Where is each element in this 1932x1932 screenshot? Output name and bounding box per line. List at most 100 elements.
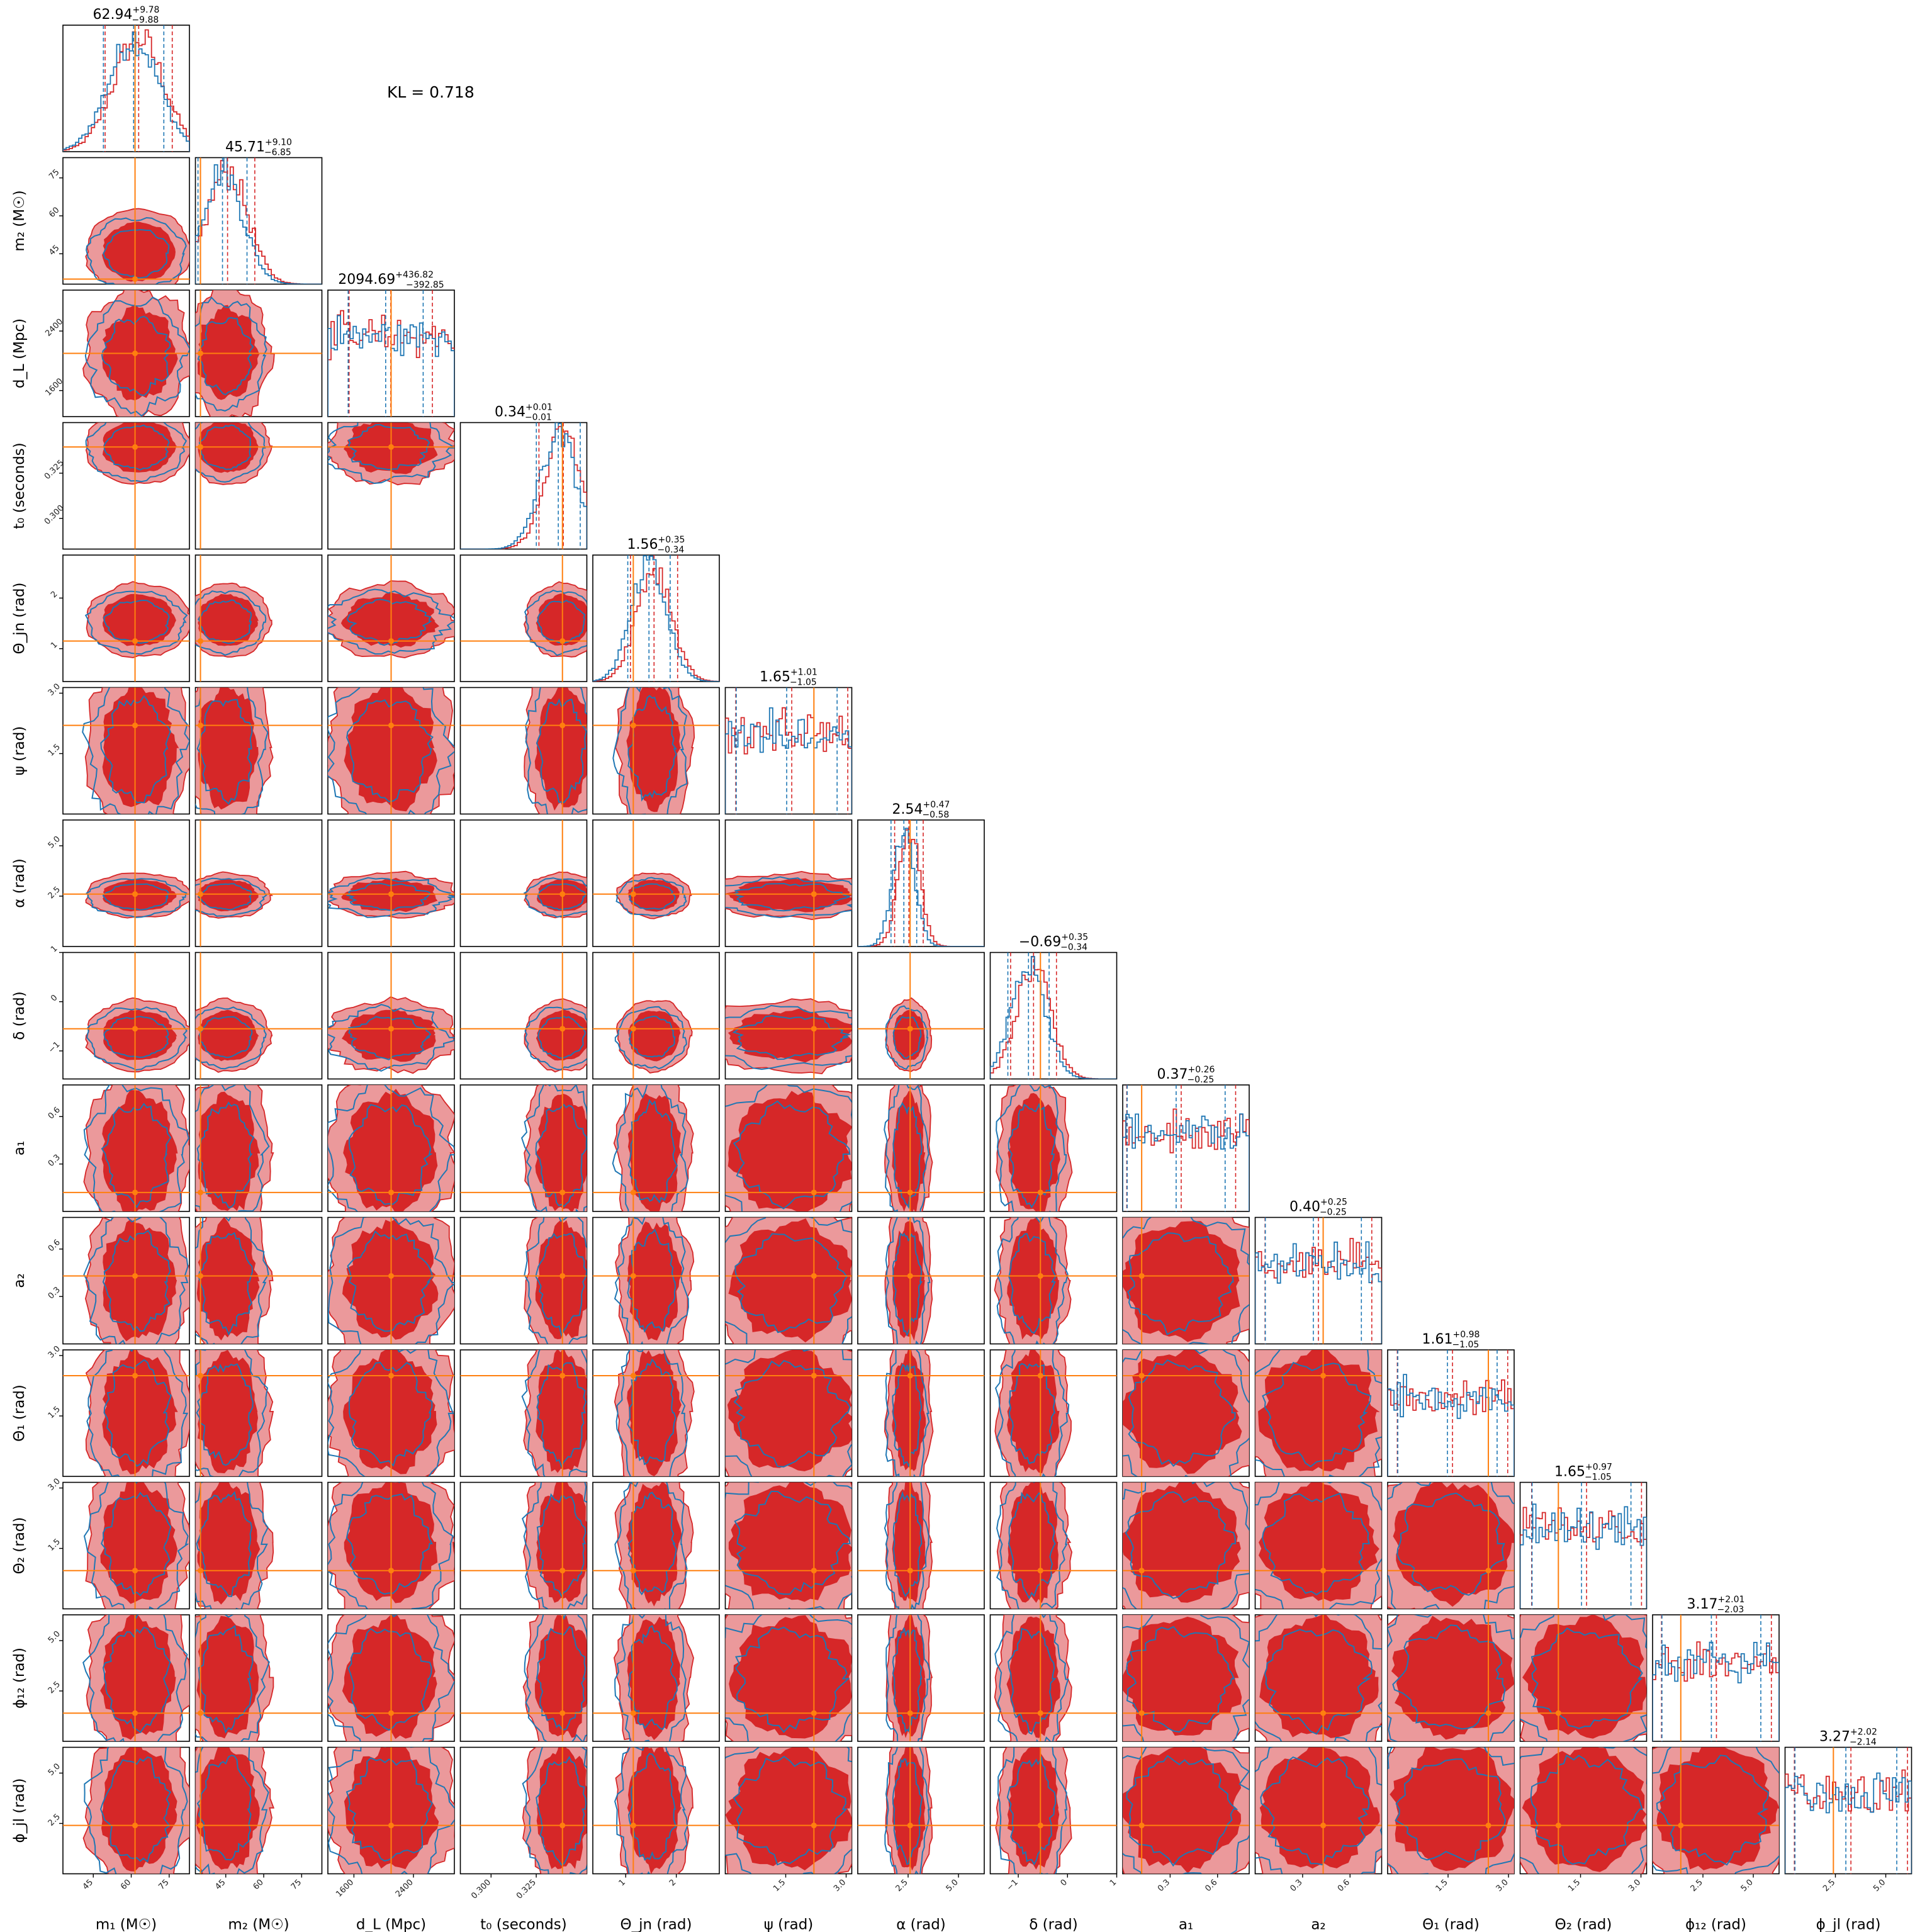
x-tick-label: 2.5 <box>894 1878 910 1894</box>
truth-marker <box>1485 1710 1491 1716</box>
x-axis-label: a₂ <box>1311 1917 1325 1932</box>
contour-inner-blue <box>627 1358 677 1466</box>
contour-inner-red <box>102 304 178 401</box>
panel-content <box>328 1747 454 1874</box>
title-value: 1.65 <box>760 670 790 685</box>
contour-inner-blue <box>627 1228 677 1333</box>
title-err-plus: +9.78 <box>133 5 160 15</box>
x-axis-label: ψ (rad) <box>764 1917 814 1932</box>
diag-title: 1.65+1.01 −1.05 <box>760 668 817 688</box>
panel-content <box>63 1482 189 1609</box>
panel-5-1 <box>194 687 323 815</box>
contour-inner-red <box>535 1094 587 1211</box>
panel-5-4 <box>592 687 720 815</box>
x-tick-label: 5.0 <box>945 1878 960 1894</box>
panel-3-1 <box>194 422 323 550</box>
truth-marker <box>132 351 138 356</box>
y-tick-label: 60 <box>47 206 61 220</box>
truth-marker <box>388 1026 394 1032</box>
panel-8-2 <box>327 1084 455 1212</box>
contour-inner-blue <box>102 1626 171 1734</box>
panel-10-7 <box>989 1349 1118 1477</box>
panel-9-7 <box>989 1216 1118 1345</box>
contour-inner-red <box>342 1218 439 1340</box>
y-tick-label: 3.0 <box>47 1344 62 1360</box>
panel-content <box>1255 1217 1382 1344</box>
contour-inner-blue <box>102 1230 171 1332</box>
truth-marker <box>198 1710 204 1716</box>
contour-inner-red <box>343 1350 437 1474</box>
x-axis-label: t₀ (seconds) <box>480 1917 567 1932</box>
panel-10-5 <box>724 1349 853 1477</box>
panel-9-8 <box>1122 1216 1250 1345</box>
contour-outer-blue <box>725 1004 852 1070</box>
contour-inner-blue <box>1008 1233 1057 1334</box>
contour-inner-blue <box>628 883 677 910</box>
panel-13-9: 0.3 0.6 a₂ <box>1254 1746 1383 1932</box>
panel-8-3 <box>459 1084 588 1212</box>
title-err-minus: −1.05 <box>1585 1473 1612 1483</box>
panel-12-10 <box>1387 1614 1515 1742</box>
x-axis-label: δ (rad) <box>1029 1917 1077 1932</box>
x-tick-label: 60 <box>252 1878 266 1892</box>
panel-7-3 <box>459 952 588 1080</box>
panel-6-2 <box>327 819 455 947</box>
panel-2-1 <box>194 289 323 417</box>
truth-marker <box>907 1568 913 1574</box>
title-err-plus: +0.35 <box>1061 933 1088 943</box>
panel-content <box>460 1350 587 1476</box>
panel-content <box>1123 1747 1249 1874</box>
contour-inner-red <box>1522 1747 1647 1872</box>
diag-title: 3.27+2.02 −2.14 <box>1819 1727 1877 1748</box>
panel-content <box>195 157 322 284</box>
contour-inner-blue <box>196 1491 253 1597</box>
contour-inner-blue <box>103 1359 172 1468</box>
panel-content <box>328 422 454 549</box>
contour-outer-blue <box>195 296 267 412</box>
title-value: 0.37 <box>1157 1067 1188 1082</box>
contour-outer-blue <box>195 1747 269 1874</box>
contour-inner-blue <box>535 1103 587 1208</box>
contour-inner-blue <box>1262 1361 1372 1468</box>
contour-inner-blue <box>103 599 170 644</box>
y-axis-label: a₂ <box>11 1273 28 1288</box>
hist-series-blue <box>1785 1772 1912 1874</box>
panel-content <box>858 952 984 1079</box>
panel-content <box>195 1350 322 1476</box>
x-tick-label: 0 <box>1059 1878 1069 1888</box>
truth-marker <box>630 722 636 729</box>
y-axis-label: ϕ₁₂ (rad) <box>11 1648 28 1709</box>
contour-inner-blue <box>1260 1756 1370 1866</box>
truth-marker <box>132 444 138 450</box>
x-tick-label: 2400 <box>394 1878 415 1899</box>
contour-inner-blue <box>346 699 434 802</box>
panel-content <box>593 1085 719 1211</box>
panel-10-8 <box>1122 1349 1250 1477</box>
truth-marker <box>1037 1568 1043 1574</box>
panel-content <box>1255 1615 1382 1741</box>
x-axis-label: ϕ₁₂ (rad) <box>1685 1917 1746 1932</box>
truth-marker <box>811 1373 817 1379</box>
title-err-plus: +0.98 <box>1453 1330 1480 1340</box>
contour-outer-blue <box>522 1747 587 1874</box>
truth-marker <box>388 891 394 897</box>
y-tick-label: 2400 <box>43 317 65 339</box>
title-value: 0.34 <box>495 405 525 420</box>
panel-11-9 <box>1254 1481 1383 1610</box>
contour-outer-blue <box>328 1615 454 1741</box>
panel-content <box>1520 1482 1647 1609</box>
contour-outer-blue <box>1255 1615 1382 1741</box>
panel-content <box>328 1482 454 1609</box>
contour-inner-blue <box>1126 1755 1238 1867</box>
x-tick-label: 0.6 <box>1203 1878 1219 1894</box>
panel-content <box>195 1217 322 1344</box>
panel-4-0: 1 2 Θ_jn (rad) <box>11 554 190 682</box>
panel-content <box>63 1615 189 1741</box>
contour-outer-blue <box>195 687 269 814</box>
panel-content <box>195 1482 322 1609</box>
contour-inner-red <box>1391 1615 1514 1740</box>
panel-11-0: 1.5 3.0 Θ₂ (rad) <box>11 1477 190 1610</box>
contour-inner-red <box>727 1350 852 1471</box>
truth-marker <box>1320 1373 1327 1379</box>
title-err-plus: +9.10 <box>265 138 292 148</box>
